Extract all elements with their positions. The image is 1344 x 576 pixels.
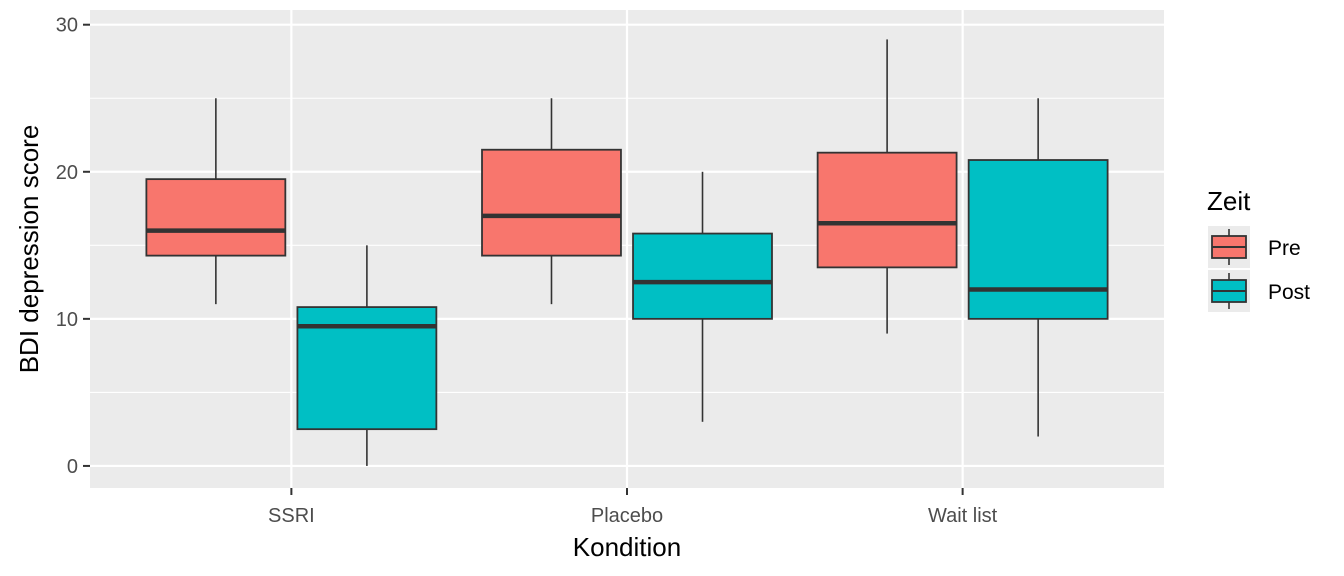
box-post-ssri bbox=[296, 245, 438, 466]
box-pre-wait-list bbox=[816, 39, 958, 334]
x-tick-label: Placebo bbox=[591, 505, 663, 527]
box-body bbox=[967, 159, 1109, 320]
y-tick-label: 30 bbox=[56, 15, 78, 37]
legend-item-pre: Pre bbox=[1208, 226, 1301, 268]
legend-label: Pre bbox=[1268, 237, 1301, 260]
box-post-placebo bbox=[632, 171, 773, 422]
y-tick-label: 10 bbox=[56, 309, 78, 331]
y-axis: 0 10 20 30 bbox=[56, 15, 90, 478]
box-post-wait-list bbox=[967, 98, 1109, 437]
x-axis-title: Kondition bbox=[573, 532, 681, 562]
box-pre-placebo bbox=[481, 98, 622, 305]
box-pre-ssri bbox=[145, 98, 287, 305]
x-axis: SSRI Placebo Wait list bbox=[268, 488, 998, 527]
box-body bbox=[145, 178, 287, 257]
y-tick-label: 0 bbox=[67, 456, 78, 478]
y-tick-label: 20 bbox=[56, 162, 78, 184]
box-body bbox=[816, 151, 958, 269]
y-axis-title: BDI depression score bbox=[14, 125, 44, 374]
box-layer bbox=[145, 39, 1109, 466]
x-tick-label: SSRI bbox=[268, 505, 315, 527]
box-body bbox=[481, 148, 622, 257]
legend-item-post: Post bbox=[1208, 270, 1310, 312]
x-tick-label: Wait list bbox=[928, 505, 998, 527]
box-body bbox=[632, 232, 773, 320]
legend: Zeit Pre Post bbox=[1207, 186, 1310, 312]
legend-title: Zeit bbox=[1207, 186, 1251, 216]
legend-label: Post bbox=[1268, 281, 1310, 304]
